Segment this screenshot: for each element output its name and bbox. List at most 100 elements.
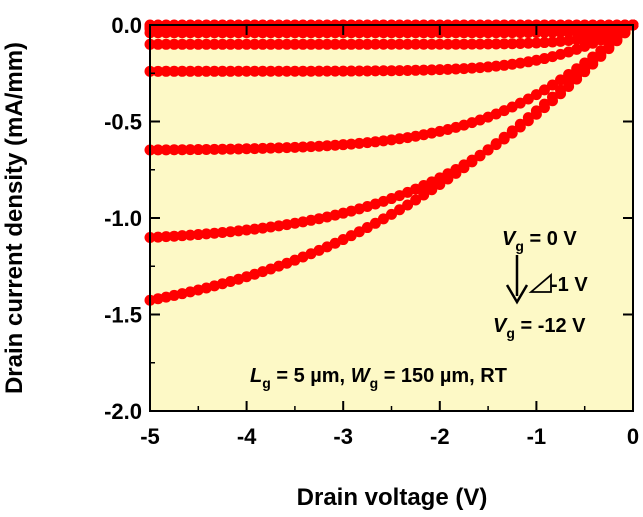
data-point-vg-6 bbox=[394, 38, 406, 50]
data-point-vg-6 bbox=[410, 38, 422, 50]
data-point-vg-6 bbox=[176, 38, 188, 50]
data-point-vg-10 bbox=[458, 162, 470, 174]
data-point-vg-5 bbox=[160, 27, 172, 39]
data-point-vg-5 bbox=[192, 27, 204, 39]
data-point-vg-6 bbox=[506, 38, 518, 50]
data-point-vg-5 bbox=[297, 27, 309, 39]
data-point-vg-5 bbox=[571, 26, 583, 38]
data-point-vg-5 bbox=[474, 27, 486, 39]
data-point-vg-7 bbox=[273, 65, 285, 77]
data-point-vg-8 bbox=[233, 143, 245, 155]
data-point-vg-10 bbox=[530, 105, 542, 117]
data-point-vg-6 bbox=[361, 38, 373, 50]
data-point-vg-8 bbox=[345, 138, 357, 150]
data-point-vg-5 bbox=[522, 27, 534, 39]
data-point-vg-7 bbox=[281, 65, 293, 77]
data-point-vg-8 bbox=[547, 79, 558, 91]
data-point-vg-8 bbox=[305, 141, 317, 153]
data-point-vg-5 bbox=[466, 27, 478, 39]
data-point-vg-10 bbox=[386, 208, 397, 220]
data-point-vg-10 bbox=[361, 222, 373, 234]
data-point-vg-5 bbox=[450, 27, 462, 39]
data-point-vg-8 bbox=[200, 143, 212, 155]
data-point-vg-7 bbox=[216, 65, 228, 77]
data-point-vg-5 bbox=[208, 27, 220, 39]
data-point-vg-5 bbox=[305, 27, 317, 39]
data-point-vg-5 bbox=[329, 27, 341, 39]
data-point-vg-6 bbox=[321, 38, 333, 50]
data-point-vg-10 bbox=[482, 144, 494, 156]
data-point-vg-6 bbox=[538, 37, 550, 49]
data-point-vg-7 bbox=[386, 65, 397, 77]
data-point-vg-10 bbox=[555, 84, 567, 96]
data-point-vg-7 bbox=[369, 65, 381, 77]
data-point-vg-6 bbox=[442, 38, 454, 50]
data-point-vg-5 bbox=[418, 27, 430, 39]
data-point-vg-6 bbox=[386, 38, 397, 50]
data-point-vg-6 bbox=[160, 38, 172, 50]
data-point-vg-10 bbox=[394, 204, 406, 216]
data-point-vg-10 bbox=[402, 199, 414, 211]
data-point-vg-6 bbox=[547, 36, 558, 48]
vg-step-arrow bbox=[505, 255, 552, 305]
data-point-vg-8 bbox=[377, 135, 389, 147]
data-point-vg-5 bbox=[490, 27, 502, 39]
data-point-vg-8 bbox=[257, 142, 269, 154]
data-point-vg-10 bbox=[474, 150, 486, 162]
data-point-vg-5 bbox=[563, 26, 575, 38]
data-point-vg-9 bbox=[249, 223, 261, 235]
data-point-vg-8 bbox=[184, 144, 196, 156]
data-point-vg-7 bbox=[426, 64, 438, 76]
data-point-vg-6 bbox=[216, 38, 228, 50]
data-point-vg-10 bbox=[410, 194, 422, 206]
data-point-vg-6 bbox=[257, 38, 269, 50]
data-point-vg-8 bbox=[241, 143, 253, 155]
data-point-vg-8 bbox=[297, 141, 309, 153]
data-point-vg-9 bbox=[184, 229, 196, 241]
data-point-vg-8 bbox=[281, 142, 293, 154]
data-point-vg-7 bbox=[377, 65, 389, 77]
data-point-vg-6 bbox=[402, 38, 414, 50]
data-point-vg-5 bbox=[386, 27, 397, 39]
data-point-vg-7 bbox=[442, 63, 454, 75]
data-point-vg-6 bbox=[329, 38, 341, 50]
data-point-vg-10 bbox=[369, 217, 381, 229]
data-point-vg-6 bbox=[490, 38, 502, 50]
data-point-vg-6 bbox=[377, 38, 389, 50]
vg-end-label: Vg = -12 V bbox=[493, 315, 586, 341]
data-point-vg-6 bbox=[482, 38, 494, 50]
data-point-vg-10 bbox=[450, 167, 462, 179]
data-point-vg-5 bbox=[361, 27, 373, 39]
data-point-vg-6 bbox=[466, 38, 478, 50]
data-point-vg-5 bbox=[273, 27, 285, 39]
data-point-vg-7 bbox=[160, 65, 172, 77]
data-point-vg-9 bbox=[233, 225, 245, 237]
data-point-vg-6 bbox=[530, 37, 542, 49]
data-point-vg-6 bbox=[522, 37, 534, 49]
x-tick-label: -3 bbox=[333, 424, 353, 449]
data-point-vg-7 bbox=[361, 65, 373, 77]
data-point-vg-5 bbox=[216, 27, 228, 39]
data-point-vg-5 bbox=[200, 27, 212, 39]
data-point-vg-7 bbox=[225, 65, 236, 77]
data-point-vg-8 bbox=[386, 134, 397, 146]
data-point-vg-9 bbox=[241, 224, 253, 236]
data-point-vg-5 bbox=[265, 27, 277, 39]
data-point-vg-10 bbox=[603, 41, 615, 53]
data-point-vg-6 bbox=[289, 38, 301, 50]
data-point-vg-8 bbox=[160, 144, 172, 156]
data-point-vg-8 bbox=[361, 137, 373, 149]
data-point-vg-6 bbox=[369, 38, 381, 50]
data-point-vg-5 bbox=[402, 27, 414, 39]
data-point-vg-7 bbox=[402, 64, 414, 76]
y-tick-label: -2.0 bbox=[104, 399, 142, 424]
data-point-vg-10 bbox=[490, 138, 502, 150]
data-point-vg-10 bbox=[571, 70, 583, 82]
data-point-vg-8 bbox=[369, 136, 381, 148]
data-point-vg-9 bbox=[216, 227, 228, 239]
x-tick-label: -1 bbox=[527, 424, 547, 449]
data-point-vg-8 bbox=[176, 144, 188, 156]
data-point-vg-7 bbox=[337, 65, 349, 77]
data-point-vg-6 bbox=[458, 38, 470, 50]
data-point-vg-5 bbox=[313, 27, 325, 39]
